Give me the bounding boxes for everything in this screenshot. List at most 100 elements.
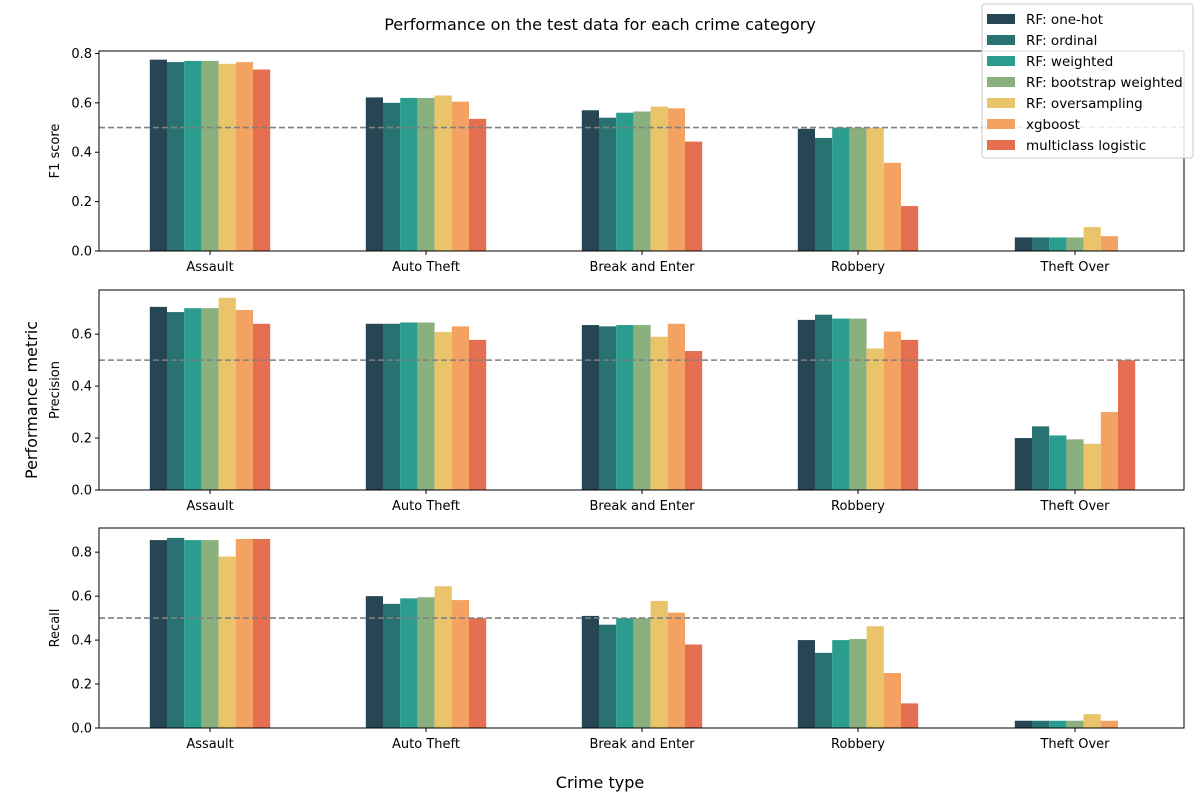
y-tick-label: 0.4 — [71, 380, 92, 395]
bar — [1066, 439, 1084, 490]
x-tick-label: Auto Theft — [392, 260, 460, 275]
x-tick-label: Break and Enter — [589, 499, 695, 514]
bar — [167, 537, 185, 728]
bar — [383, 603, 401, 728]
bar — [201, 308, 219, 490]
bar — [400, 598, 418, 728]
bar — [685, 644, 703, 728]
bar — [1100, 720, 1118, 728]
bar — [469, 618, 487, 728]
bar — [1049, 720, 1067, 728]
bar — [832, 127, 850, 251]
bar — [218, 297, 236, 490]
bar — [149, 59, 167, 251]
bar — [1049, 435, 1067, 490]
bar — [235, 310, 253, 490]
y-tick-label: 0.6 — [71, 328, 92, 343]
y-tick-label: 0.8 — [71, 47, 92, 62]
bar — [383, 323, 401, 490]
bar — [184, 540, 202, 728]
legend-swatch — [987, 14, 1015, 24]
bar — [797, 128, 815, 251]
bar — [650, 106, 668, 251]
bar — [616, 618, 634, 728]
bar — [581, 615, 599, 728]
bar — [400, 322, 418, 490]
subplots: 0.0 0.2 0.4 0.6 0.8 Assault Auto Theft Break an… — [48, 47, 1185, 752]
subplot-precision: 0.0 0.2 0.4 0.6 Assault Auto Theft Break and E… — [48, 289, 1185, 514]
bar — [815, 137, 833, 251]
x-tick-label: Auto Theft — [392, 737, 460, 752]
bar — [365, 323, 383, 490]
x-tick-label: Theft Over — [1039, 737, 1110, 752]
x-tick-label: Assault — [186, 260, 233, 275]
x-tick-label: Assault — [186, 499, 233, 514]
legend-label: RF: one-hot — [1026, 12, 1103, 28]
bar — [451, 326, 469, 490]
bar — [849, 318, 867, 490]
bar — [149, 540, 167, 728]
legend-box — [981, 3, 1194, 159]
bar — [1066, 720, 1084, 728]
legend-swatch — [987, 98, 1015, 108]
y-tick-label: 0.4 — [71, 146, 92, 161]
bar — [218, 63, 236, 252]
bar — [685, 351, 703, 490]
figure-title: Performance on the test data for each cr… — [384, 15, 816, 34]
bar — [1100, 236, 1118, 251]
bar — [633, 111, 651, 252]
bar — [383, 102, 401, 251]
bar — [235, 62, 253, 251]
legend-swatch — [987, 119, 1015, 129]
bar — [832, 640, 850, 728]
bar — [218, 556, 236, 728]
legend: RF: one-hot RF: ordinal RF: weighted RF: bo… — [981, 3, 1194, 159]
bar — [1032, 237, 1050, 251]
y-tick-label: 0.2 — [71, 195, 92, 210]
y-axis-label: F1 score — [48, 124, 63, 179]
bar — [667, 323, 685, 490]
bar — [667, 612, 685, 728]
bar — [1032, 720, 1050, 728]
legend-label: multiclass logistic — [1026, 138, 1146, 154]
bar — [633, 618, 651, 728]
bar — [866, 626, 884, 728]
y-axis-label: Recall — [48, 609, 63, 648]
bar — [1049, 237, 1067, 251]
legend-swatch — [987, 35, 1015, 45]
bar — [866, 348, 884, 490]
bar — [1118, 360, 1136, 490]
bar — [1066, 237, 1084, 251]
bar — [451, 600, 469, 728]
bar — [599, 326, 617, 490]
bar — [650, 336, 668, 490]
bar — [417, 97, 435, 251]
subplot-recall: 0.0 0.2 0.4 0.6 0.8 Assault Auto Theft Break an… — [48, 527, 1185, 752]
x-tick-label: Assault — [186, 737, 233, 752]
subplot-f1-score: 0.0 0.2 0.4 0.6 0.8 Assault Auto Theft Break an… — [48, 47, 1185, 275]
bar — [1083, 443, 1101, 490]
bar — [451, 101, 469, 252]
x-axis-title: Crime type — [556, 773, 644, 792]
bar — [365, 596, 383, 728]
bar — [400, 97, 418, 251]
legend-swatch — [987, 56, 1015, 66]
x-tick-label: Auto Theft — [392, 499, 460, 514]
bar — [1083, 714, 1101, 728]
bar — [201, 60, 219, 251]
bar — [365, 97, 383, 251]
x-tick-label: Robbery — [831, 260, 885, 275]
bar — [883, 673, 901, 728]
y-tick-label: 0.4 — [71, 634, 92, 649]
bar — [633, 325, 651, 490]
legend-label: xgboost — [1026, 117, 1080, 133]
bar — [849, 127, 867, 251]
bar — [815, 652, 833, 728]
bar — [883, 162, 901, 251]
bar — [434, 332, 452, 490]
bar — [901, 206, 919, 251]
bar — [1032, 426, 1050, 490]
x-tick-label: Break and Enter — [589, 260, 695, 275]
bar — [1014, 438, 1032, 490]
y-axis-title: Performance metric — [22, 321, 41, 479]
